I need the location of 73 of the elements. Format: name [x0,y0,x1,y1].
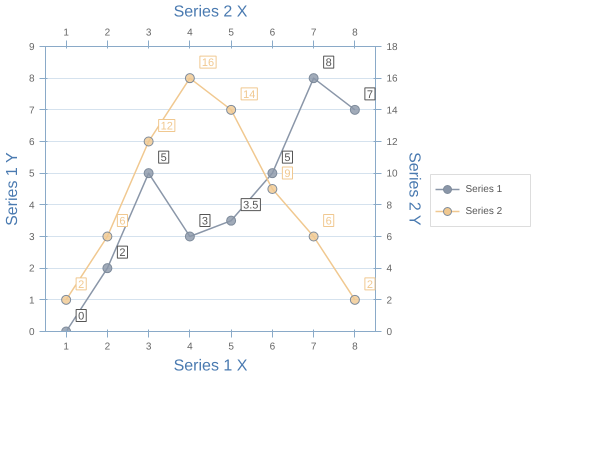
data-label: 16 [202,57,214,70]
x-tick-label: 1 [63,28,70,38]
x-tick-label: 7 [310,28,317,38]
y-axis-title: Series 1 Y [4,152,21,226]
y2-tick-label: 14 [386,105,398,116]
point [267,168,278,178]
data-label: 6 [119,216,126,228]
point [184,232,195,242]
data-label: 3 [202,216,208,228]
legend-label: Series 1 [466,184,503,195]
y-tick-label: 3 [28,232,35,243]
y-tick-label: 7 [28,105,35,116]
x2-tick-label: 2 [104,342,111,352]
data-label: 6 [326,216,332,228]
y2-axis-title: Series 2 Y [406,152,423,226]
data-label: 2 [119,247,126,260]
y-tick-label: 0 [28,327,35,338]
data-label: 5 [284,152,290,164]
x2-tick-label: 4 [187,342,194,352]
point [102,263,112,274]
point [144,168,154,178]
x2-tick-label: 3 [146,342,152,352]
y-tick-label: 6 [28,137,35,148]
y2-tick-label: 12 [386,137,398,148]
y2-tick-label: 0 [386,327,392,338]
y2-tick-label: 18 [386,42,398,53]
point [144,136,154,146]
x2-tick-label: 8 [352,342,358,352]
x-tick-label: 3 [146,28,152,38]
y2-tick-label: 4 [386,264,392,275]
y-tick-label: 1 [28,295,35,306]
point [226,216,236,226]
y2-tick-label: 8 [386,200,392,212]
y-tick-label: 5 [28,168,35,180]
x-tick-label: 4 [187,28,194,38]
point [226,104,236,115]
x2-tick-label: 7 [310,342,317,352]
data-label: 5 [160,152,167,164]
data-label: 12 [160,120,173,132]
x-tick-label: 6 [270,28,276,38]
y-tick-label: 2 [28,264,35,275]
data-label: 3.5 [243,200,258,212]
x-tick-label: 2 [104,28,111,38]
x2-tick-label: 5 [228,342,234,352]
data-label: 8 [326,57,332,70]
data-label: 9 [284,168,290,180]
y-tick-label: 8 [28,74,35,85]
y2-tick-label: 16 [386,74,398,85]
x-tick-label: 5 [228,28,234,38]
y2-tick-label: 10 [386,168,398,180]
y2-tick-label: 2 [386,295,392,306]
y-tick-label: 4 [28,200,35,212]
y2-tick-label: 6 [386,232,392,243]
point [350,294,360,305]
point [61,294,72,305]
y-tick-label: 9 [28,42,35,53]
x2-axis-title: Series 2 X [174,4,248,20]
data-label: 2 [366,278,373,291]
data-label: 2 [78,278,84,291]
x-tick-label: 8 [352,28,358,38]
x2-tick-label: 6 [270,342,276,352]
x-axis-title: Series 1 X [174,358,248,374]
point [308,232,319,242]
data-label: 7 [366,88,373,101]
x2-tick-label: 1 [63,342,70,352]
point [184,73,195,84]
data-label: 0 [78,310,84,322]
data-label: 14 [243,88,256,101]
legend-label: Series 2 [466,206,503,217]
point [102,232,112,242]
point [350,104,360,115]
point [267,184,278,194]
point [308,73,319,84]
